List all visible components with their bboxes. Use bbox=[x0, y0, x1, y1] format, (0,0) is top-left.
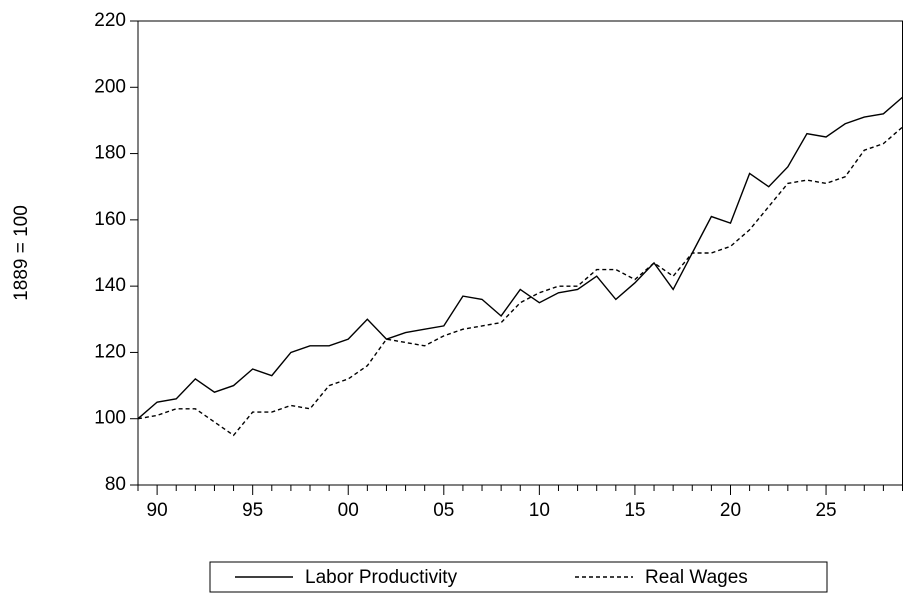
data-line bbox=[137, 96, 903, 420]
plot-frame bbox=[137, 20, 903, 486]
y-tick-label: 200 bbox=[94, 76, 126, 97]
x-tick-label: 00 bbox=[338, 500, 359, 521]
y-tick-label: 220 bbox=[94, 10, 126, 31]
x-tick-label: 90 bbox=[147, 500, 168, 521]
y-tick-label: 180 bbox=[94, 143, 126, 164]
data-line bbox=[137, 126, 903, 437]
legend-box bbox=[209, 561, 828, 593]
x-tick-label: 05 bbox=[433, 500, 454, 521]
x-tick-label: 25 bbox=[815, 500, 836, 521]
y-tick-label: 100 bbox=[94, 408, 126, 429]
legend-label: Labor Productivity bbox=[305, 567, 458, 588]
y-tick-label: 160 bbox=[94, 209, 126, 230]
y-tick-label: 120 bbox=[94, 341, 126, 362]
x-tick-label: 20 bbox=[720, 500, 741, 521]
x-tick-label: 15 bbox=[624, 500, 645, 521]
x-tick-label: 10 bbox=[529, 500, 550, 521]
y-tick-label: 80 bbox=[105, 474, 126, 495]
y-axis-label: 1889 = 100 bbox=[11, 205, 32, 301]
y-tick-label: 140 bbox=[94, 275, 126, 296]
legend-label: Real Wages bbox=[645, 567, 748, 588]
x-tick-label: 95 bbox=[242, 500, 263, 521]
